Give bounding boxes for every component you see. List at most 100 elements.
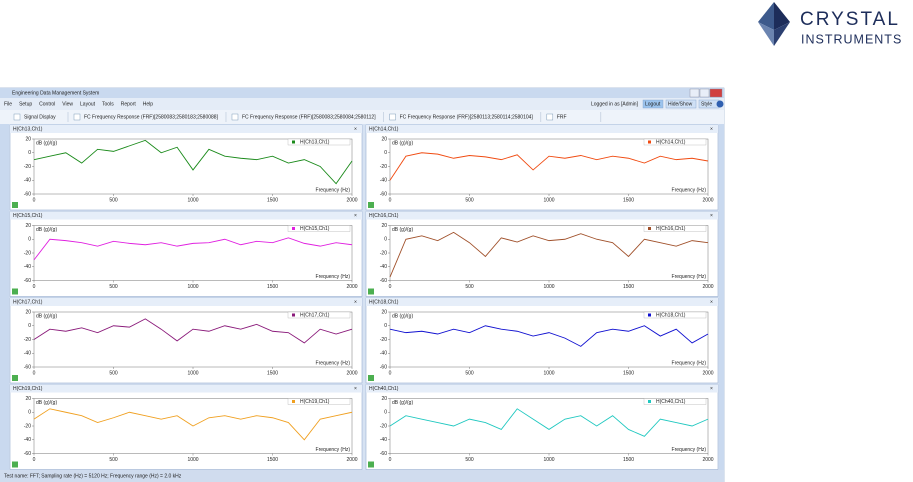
legend-swatch [292,227,295,230]
panel-close[interactable]: × [354,126,357,132]
panel-corner-icon[interactable] [368,288,374,295]
panel-close[interactable]: × [710,213,713,219]
plot-area [389,138,709,195]
x-tick-label: 500 [465,457,474,463]
y-tick-label: 0 [384,237,387,243]
logo-text: INSTRUMENTS [801,32,902,46]
y-tick-label: -40 [380,351,387,357]
panel-corner-icon[interactable] [12,461,18,468]
menu-item[interactable]: File [4,101,12,107]
menu-item[interactable]: Layout [80,101,96,107]
frf-line [389,408,709,437]
y-tick-label: -40 [24,437,31,443]
y-axis-label: dB (g)/(g) [392,227,413,233]
frf-line [33,318,353,344]
legend-label: H(Ch15,Ch1) [300,226,330,232]
y-tick-label: 20 [25,309,31,315]
panel-close[interactable]: × [710,299,713,305]
panel-corner-icon[interactable] [368,375,374,381]
panel-title: H(Ch14,Ch1) [369,126,399,132]
tab[interactable]: FC Frequency Response (FRF)[2580083;2580… [84,114,219,120]
panel-close[interactable]: × [354,386,357,392]
panel-header [10,125,362,133]
panel-corner-icon[interactable] [368,202,374,208]
close-button[interactable] [709,88,723,98]
tab-icon[interactable] [389,113,396,121]
frf-line [389,152,709,181]
x-axis-label: Frequency (Hz) [316,360,351,366]
legend-label: H(Ch40,Ch1) [656,399,686,405]
panel-corner-icon[interactable] [12,288,18,295]
x-tick-label: 500 [109,457,118,463]
y-tick-label: 0 [28,323,31,329]
y-tick-label: 20 [381,309,387,315]
legend-swatch [292,400,295,403]
tab[interactable]: FC Frequency Response (FRF)[2580083;2580… [242,114,376,120]
x-tick-label: 500 [109,370,118,376]
x-tick-label: 500 [109,197,118,203]
panel-close[interactable]: × [710,126,713,132]
legend-label: H(Ch16,Ch1) [656,226,686,232]
panel-corner-icon[interactable] [12,202,18,208]
tab[interactable]: FC Frequency Response (FRF)[2580113;2580… [400,114,534,120]
x-tick-label: 1000 [187,370,198,376]
menu-item[interactable]: Tools [102,101,114,107]
window-title: Engineering Data Management System [12,90,99,96]
y-tick-label: 0 [384,323,387,329]
legend-swatch [648,227,651,230]
menu-item[interactable]: Setup [19,101,32,107]
plot-area [389,398,709,454]
y-tick-label: -40 [24,351,31,357]
y-tick-label: -60 [24,278,31,284]
tab-bar [0,110,724,124]
plot-area [33,138,353,195]
toolbar-button-label[interactable]: Style [701,101,712,107]
x-tick-label: 1500 [267,457,278,463]
help-button[interactable] [716,100,724,108]
minimize-button[interactable] [689,88,700,98]
x-tick-label: 1000 [543,197,554,203]
toolbar-button[interactable] [665,99,697,109]
toolbar-button-label[interactable]: Logout [645,101,661,107]
panel-close[interactable]: × [354,299,357,305]
toolbar-button-label[interactable]: Hide/Show [668,101,693,107]
legend-label: H(Ch19,Ch1) [300,399,330,405]
x-axis-label: Frequency (Hz) [672,360,707,366]
tab-icon[interactable] [13,113,21,121]
y-axis-label: dB (g)/(g) [36,140,57,146]
y-tick-label: -40 [24,178,31,184]
maximize-button[interactable] [699,88,710,98]
x-tick-label: 1500 [267,284,278,290]
y-tick-label: 20 [25,396,31,402]
y-tick-label: 20 [381,136,387,142]
toolbar-button[interactable] [642,99,664,109]
panel-corner-icon[interactable] [368,461,374,468]
legend-box [287,311,351,319]
x-tick-label: 1000 [543,457,554,463]
y-tick-label: 20 [25,223,31,229]
legend-label: H(Ch18,Ch1) [656,312,686,318]
menu-item[interactable]: View [62,101,73,107]
y-tick-label: -60 [380,278,387,284]
panel-close[interactable]: × [710,386,713,392]
panel-title: H(Ch19,Ch1) [13,386,43,392]
panel-close[interactable]: × [354,213,357,219]
x-tick-label: 1500 [267,370,278,376]
legend-swatch [648,400,651,403]
x-tick-label: 0 [389,197,392,203]
tab-icon[interactable] [73,113,81,121]
y-tick-label: 0 [384,410,387,416]
tab-icon[interactable] [546,113,554,121]
panel-corner-icon[interactable] [12,375,18,381]
menu-item[interactable]: Control [39,101,55,107]
menu-item[interactable]: Help [143,101,154,107]
y-tick-label: -20 [380,164,387,170]
tab[interactable]: FRF [557,114,567,120]
tab-icon[interactable] [231,113,239,121]
tab[interactable]: Signal Display [24,114,56,120]
y-tick-label: 0 [28,410,31,416]
menu-item[interactable]: Report [121,101,137,107]
x-axis-label: Frequency (Hz) [672,274,707,280]
legend-box [287,225,351,232]
x-tick-label: 1000 [187,457,198,463]
